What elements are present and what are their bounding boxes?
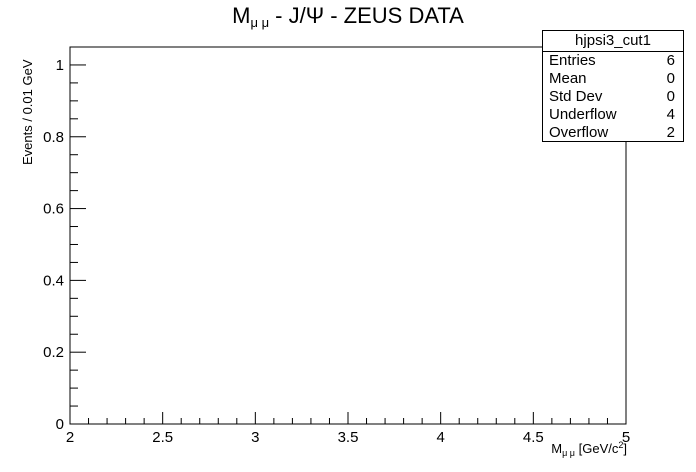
- y-tick-label: 1: [56, 57, 64, 74]
- chart-title-main: M: [232, 3, 251, 28]
- stats-value: 4: [666, 106, 675, 123]
- y-tick-label: 0: [56, 416, 64, 433]
- y-axis-label: Events / 0.01 GeV: [20, 59, 35, 165]
- chart-title: Mμ μ - J/Ψ - ZEUS DATA: [0, 3, 696, 36]
- stats-value: 0: [666, 70, 675, 87]
- y-tick-label: 0.4: [43, 272, 64, 289]
- stats-value: 6: [666, 52, 675, 69]
- stats-row-std-dev: Std Dev 0: [543, 88, 683, 106]
- y-tick-label: 0.6: [43, 201, 64, 218]
- x-axis-label-superscript: 2: [618, 440, 624, 450]
- stats-label: Std Dev: [549, 88, 603, 105]
- x-axis-label: Mμ μ [GeV/c2]: [551, 440, 627, 458]
- stats-box: hjpsi3_cut1 Entries 6 Mean 0 Std Dev 0 Unde…: [542, 30, 684, 142]
- x-tick-label: 3.5: [338, 429, 359, 446]
- y-tick-label: 0.8: [43, 129, 64, 146]
- stats-box-title: hjpsi3_cut1: [543, 31, 683, 52]
- x-tick-label: 4.5: [523, 429, 544, 446]
- stats-label: Mean: [549, 70, 587, 87]
- stats-row-underflow: Underflow 4: [543, 106, 683, 124]
- x-axis-label-end: ]: [623, 441, 627, 456]
- chart-title-subscript: μ μ: [250, 15, 270, 30]
- stats-label: Entries: [549, 52, 596, 69]
- stats-value: 2: [666, 124, 675, 141]
- x-tick-label: 5: [622, 429, 630, 446]
- x-axis-label-subscript: μ μ: [562, 448, 575, 458]
- stats-value: 0: [666, 88, 675, 105]
- x-tick-label: 3: [251, 429, 259, 446]
- stats-row-overflow: Overflow 2: [543, 124, 683, 142]
- x-tick-label: 2: [66, 429, 74, 446]
- x-tick-label: 4: [436, 429, 444, 446]
- x-axis-label-unit: [GeV/c: [575, 441, 619, 456]
- stats-row-mean: Mean 0: [543, 70, 683, 88]
- stats-label: Underflow: [549, 106, 617, 123]
- chart-title-rest: - J/Ψ - ZEUS DATA: [269, 3, 464, 28]
- y-tick-label: 0.2: [43, 344, 64, 361]
- x-tick-label: 2.5: [152, 429, 173, 446]
- stats-row-entries: Entries 6: [543, 52, 683, 70]
- x-axis-label-main: M: [551, 441, 563, 456]
- stats-label: Overflow: [549, 124, 609, 141]
